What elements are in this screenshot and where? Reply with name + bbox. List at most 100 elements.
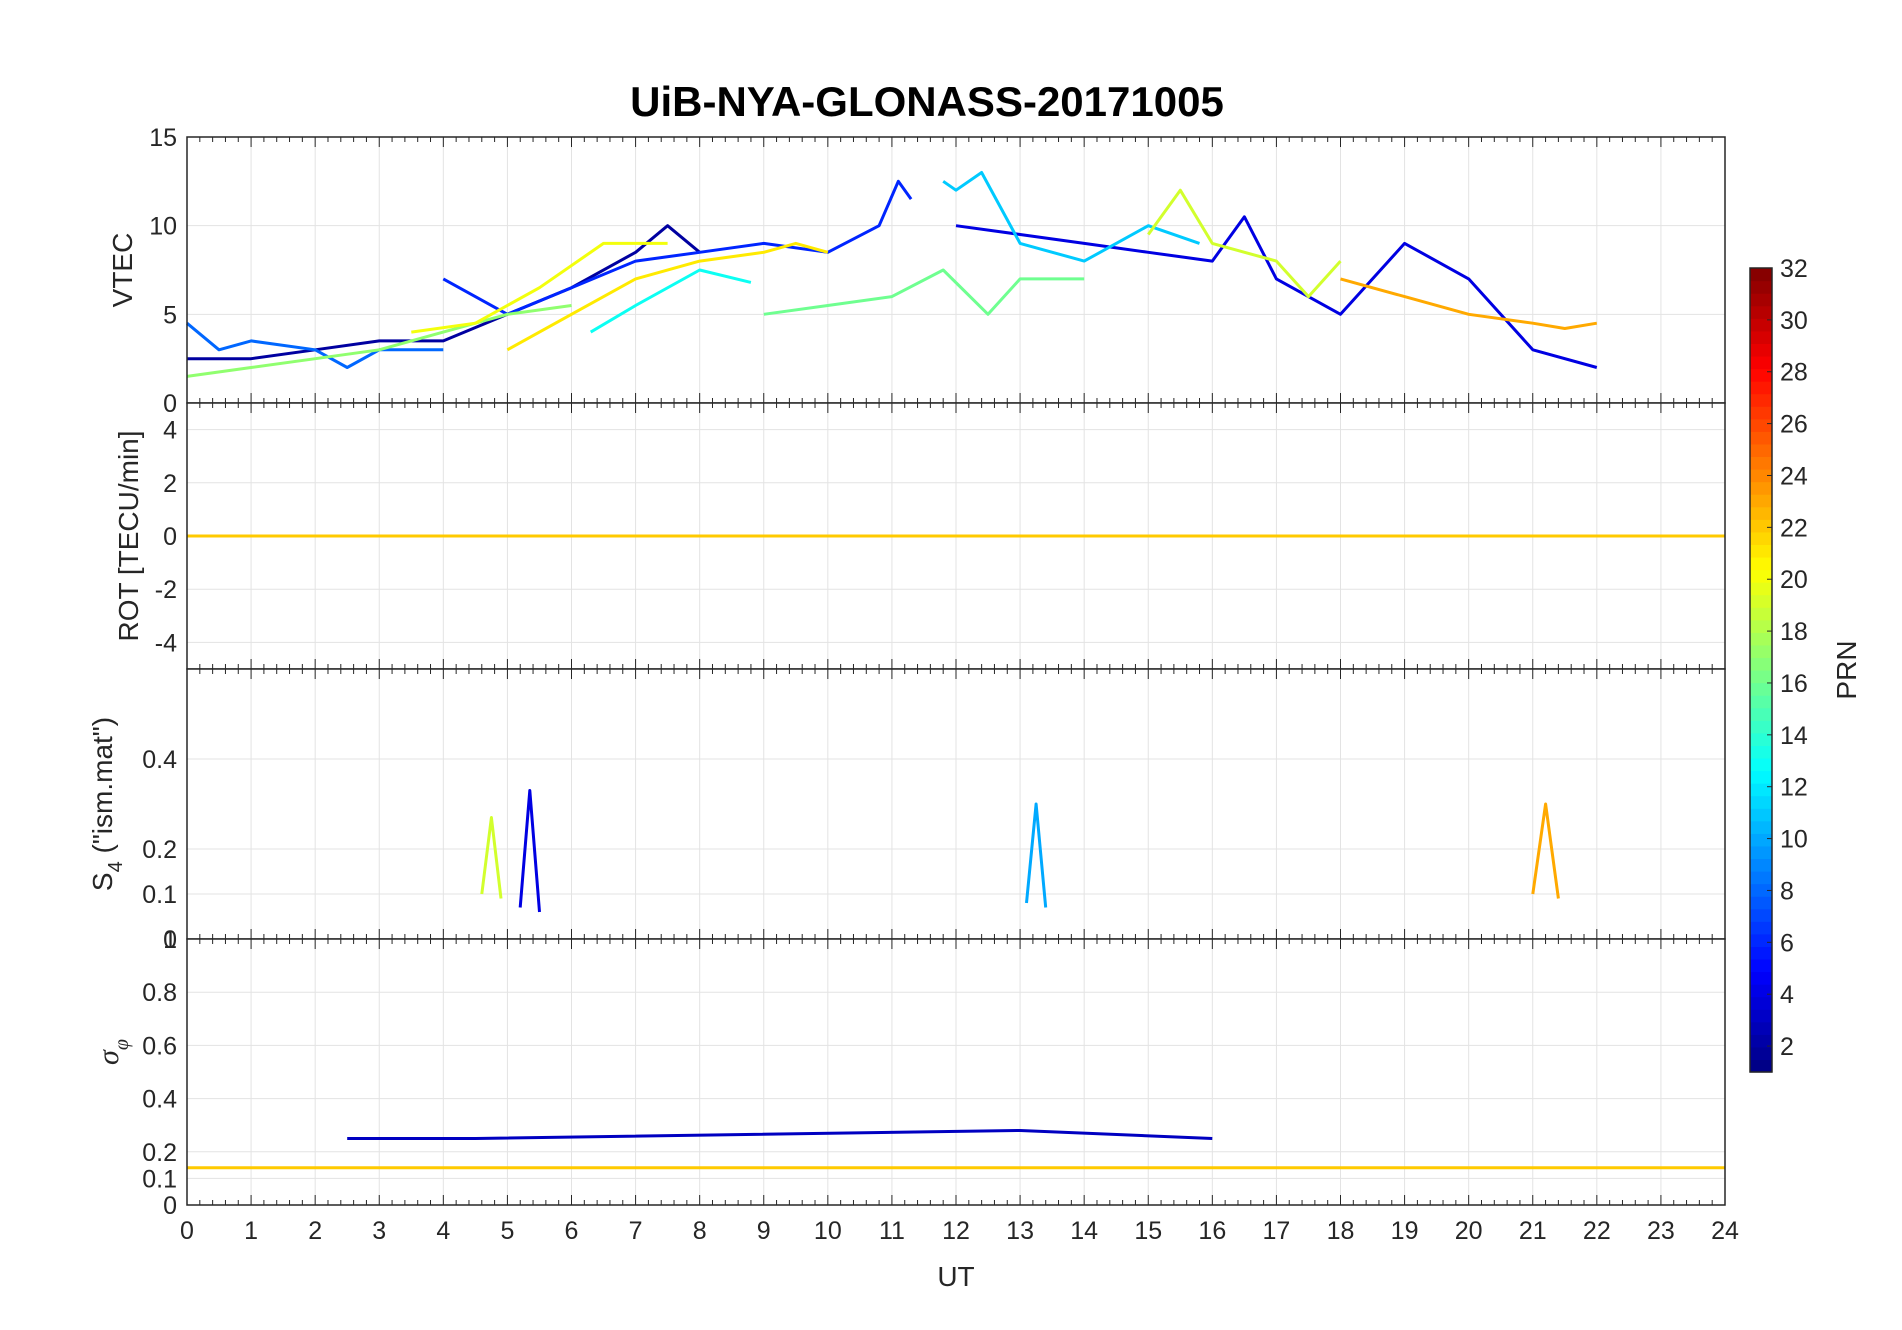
- x-tick-label: 10: [814, 1217, 842, 1245]
- colorbar-segment: [1750, 745, 1772, 759]
- colorbar-segment: [1750, 293, 1772, 307]
- s4-panel: 0 0.1 0.2 0.4 S4 ("ism.mat"): [87, 668, 1726, 954]
- prn-13-series: [589, 268, 752, 334]
- y-tick-label: 0: [163, 390, 177, 418]
- x-tick-label: 4: [436, 1217, 450, 1245]
- colorbar-segment: [1750, 695, 1772, 709]
- colorbar-segment: [1750, 305, 1772, 319]
- x-tick-label: 23: [1647, 1217, 1675, 1245]
- colorbar-tick-label: 30: [1780, 307, 1808, 335]
- x-tick-label: 24: [1711, 1217, 1739, 1245]
- y-tick-label: 15: [149, 124, 177, 152]
- colorbar-segment: [1750, 569, 1772, 583]
- colorbar-segment: [1750, 318, 1772, 332]
- y-tick-label: -4: [155, 629, 177, 657]
- colorbar-segment: [1750, 355, 1772, 370]
- colorbar-tick-label: 24: [1780, 462, 1808, 490]
- y-tick-label: 2: [163, 470, 177, 498]
- x-tick-label: 8: [693, 1217, 707, 1245]
- colorbar-segment: [1750, 707, 1772, 721]
- prn-19-series: [1147, 188, 1342, 299]
- x-tick-label: 18: [1327, 1217, 1355, 1245]
- x-tick-label: 1: [244, 1217, 258, 1245]
- x-tick-label: 16: [1198, 1217, 1226, 1245]
- colorbar-segment: [1750, 670, 1772, 684]
- prn-16-series: [763, 268, 1085, 316]
- colorbar-tick-label: 8: [1780, 877, 1794, 905]
- x-tick-label: 2: [308, 1217, 322, 1245]
- colorbar-segment: [1750, 368, 1772, 382]
- x-tick-label: 22: [1583, 1217, 1611, 1245]
- y-tick-label: 0.1: [142, 1165, 177, 1193]
- colorbar-segment: [1750, 845, 1772, 860]
- colorbar-segment: [1750, 720, 1772, 734]
- colorbar-segment: [1750, 556, 1772, 571]
- y-tick-label: 1: [163, 926, 177, 954]
- x-tick-label: 7: [629, 1217, 643, 1245]
- colorbar-segment: [1750, 1034, 1772, 1048]
- colorbar-segment: [1750, 971, 1772, 985]
- colorbar-segment: [1750, 958, 1772, 973]
- prn-11-series: [942, 171, 1200, 263]
- colorbar-segment: [1750, 757, 1772, 772]
- y-axis-label: S4 ("ism.mat"): [87, 717, 127, 891]
- x-tick-label: 0: [180, 1217, 194, 1245]
- colorbar-segment: [1750, 996, 1772, 1010]
- y-tick-label: 5: [163, 301, 177, 329]
- x-tick-label: 3: [372, 1217, 386, 1245]
- colorbar-tick-label: 22: [1780, 514, 1808, 542]
- y-tick-label: 0.1: [142, 881, 177, 909]
- y-tick-label: 10: [149, 213, 177, 241]
- x-tick-label: 6: [565, 1217, 579, 1245]
- colorbar-segment: [1750, 908, 1772, 922]
- x-tick-label: 19: [1391, 1217, 1419, 1245]
- x-tick-label: 20: [1455, 1217, 1483, 1245]
- x-tick-label: 13: [1006, 1217, 1034, 1245]
- colorbar-segment: [1750, 946, 1772, 960]
- y-axis-label: σφ: [92, 1039, 133, 1065]
- colorbar-segment: [1750, 1009, 1772, 1023]
- colorbar-segment: [1750, 582, 1772, 596]
- colorbar-tick-label: 10: [1780, 826, 1808, 854]
- y-tick-label: -2: [155, 576, 177, 604]
- colorbar-segment: [1750, 858, 1772, 872]
- colorbar-segment: [1750, 481, 1772, 495]
- colorbar-segment: [1750, 406, 1772, 420]
- colorbar-segment: [1750, 469, 1772, 483]
- colorbar-segment: [1750, 896, 1772, 910]
- colorbar-segment: [1750, 506, 1772, 520]
- colorbar-segment: [1750, 1046, 1772, 1061]
- colorbar-segment: [1750, 657, 1772, 671]
- colorbar-tick-label: 6: [1780, 929, 1794, 957]
- prn-6-series: [442, 179, 913, 316]
- colorbar-segment: [1750, 330, 1772, 344]
- x-axis-label: UT: [937, 1261, 974, 1292]
- colorbar-tick-label: 18: [1780, 618, 1808, 646]
- prn-23-series: [1340, 277, 1598, 330]
- y-tick-label: 4: [163, 417, 177, 445]
- colorbar-segment: [1750, 883, 1772, 897]
- prn-23-series: [1531, 802, 1560, 899]
- prn-2-series: [187, 224, 701, 361]
- colorbar-tick-label: 2: [1780, 1033, 1794, 1061]
- colorbar-segment: [1750, 820, 1772, 834]
- prn-10-series: [1025, 802, 1048, 908]
- colorbar-label: PRN: [1831, 640, 1862, 699]
- y-tick-label: 0.4: [142, 1086, 177, 1114]
- y-tick-label: 0.2: [142, 1139, 177, 1167]
- prn-20-series: [411, 241, 668, 334]
- colorbar-segment: [1750, 418, 1772, 432]
- colorbar-segment: [1750, 632, 1772, 646]
- x-tick-label: 12: [942, 1217, 970, 1245]
- colorbar-segment: [1750, 431, 1772, 445]
- colorbar-segment: [1750, 519, 1772, 533]
- y-axis-label: ROT [TECU/min]: [113, 430, 144, 641]
- y-tick-label: 0.6: [142, 1032, 177, 1060]
- y-tick-label: 0.2: [142, 836, 177, 864]
- x-tick-label: 14: [1070, 1217, 1098, 1245]
- x-tick-label: 5: [500, 1217, 514, 1245]
- colorbar-segment: [1750, 268, 1772, 282]
